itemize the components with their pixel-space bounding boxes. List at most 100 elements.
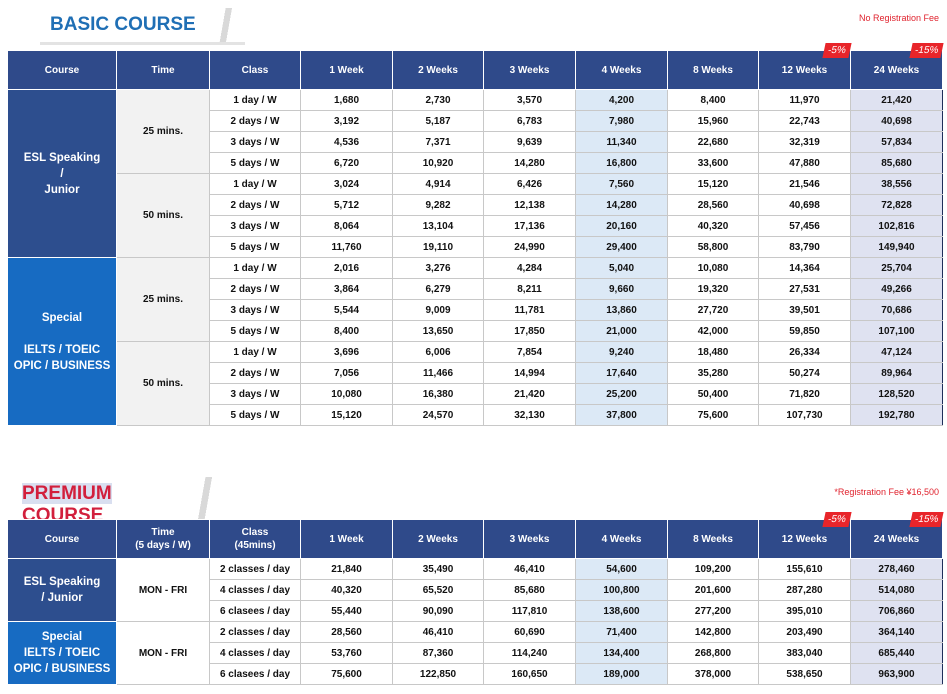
price-cell: 70,686 (850, 299, 943, 321)
price-row: Special IELTS / TOEIC OPIC / BUSINESS MON -… (7, 621, 943, 685)
price-cell: 13,650 (392, 320, 484, 342)
price-cell: 27,720 (667, 299, 759, 321)
class-cell: 5 days / W (209, 320, 301, 342)
price-cell: 65,520 (392, 579, 484, 601)
header-cell: 12 Weeks -5% (758, 512, 852, 559)
price-cell: 83,790 (758, 236, 851, 258)
price-cell: 3,864 (300, 278, 393, 300)
text-line: / (60, 167, 64, 180)
course-cell: Special IELTS / TOEIC OPIC / BUSINESS (7, 621, 117, 685)
price-cell: 24,990 (483, 236, 576, 258)
time-cell: 25 mins. (116, 257, 210, 342)
price-cell: 107,100 (850, 320, 943, 342)
header-cell: Course (7, 50, 117, 90)
time-cell: 50 mins. (116, 341, 210, 426)
price-cell: 117,810 (483, 600, 576, 622)
class-cell: 3 days / W (209, 131, 301, 153)
header-cell: 24 Weeks -15% (850, 43, 944, 90)
price-cell: 46,410 (392, 621, 484, 643)
price-cell: 9,639 (483, 131, 576, 153)
price-cell: 538,650 (758, 663, 851, 685)
discount-badge: -15% (909, 43, 944, 58)
class-cell: 1 day / W (209, 257, 301, 279)
text-line: / Junior (41, 592, 83, 604)
price-cell: 22,680 (667, 131, 759, 153)
price-cell: 3,192 (300, 110, 393, 132)
price-cell: 50,400 (667, 383, 759, 405)
class-cell: 1 day / W (209, 173, 301, 195)
price-cell: 28,560 (667, 194, 759, 216)
title-highlight: PREMIUM (22, 483, 112, 504)
price-cell: 287,280 (758, 579, 851, 601)
price-cell: 49,266 (850, 278, 943, 300)
header-cell: 2 Weeks (392, 519, 484, 559)
header-cell: 1 Week (300, 519, 393, 559)
price-cell: 60,690 (483, 621, 576, 643)
price-cell: 7,371 (392, 131, 484, 153)
price-row: 5 days / W 6,720 10,920 14,280 16,800 33,600 4… (8, 152, 943, 174)
price-cell: 685,440 (850, 642, 943, 664)
price-cell: 706,860 (850, 600, 943, 622)
class-cell: 4 classes / day (209, 642, 301, 664)
price-cell: 40,320 (667, 215, 759, 237)
price-cell: 2,730 (392, 89, 484, 111)
price-row: 6 clasees / day 75,600 122,850 160,650 189,0… (8, 663, 943, 685)
price-cell: 11,760 (300, 236, 393, 258)
price-cell: 15,120 (667, 173, 759, 195)
price-cell: 29,400 (575, 236, 668, 258)
price-cell: 11,340 (575, 131, 668, 153)
header-cell: 1 Week (300, 50, 393, 90)
price-cell: 21,840 (300, 558, 393, 580)
price-cell: 6,783 (483, 110, 576, 132)
header-cell: Time (116, 50, 210, 90)
text-line: ESL Speaking (23, 576, 101, 588)
price-cell: 149,940 (850, 236, 943, 258)
price-cell: 22,743 (758, 110, 851, 132)
header-cell: 24 Weeks -15% (850, 512, 944, 559)
price-cell: 15,120 (300, 404, 393, 426)
price-cell: 100,800 (575, 579, 668, 601)
price-cell: 35,280 (667, 362, 759, 384)
price-cell: 12,138 (483, 194, 576, 216)
price-cell: 14,280 (483, 152, 576, 174)
price-cell: 42,000 (667, 320, 759, 342)
price-cell: 102,816 (850, 215, 943, 237)
class-cell: 2 classes / day (209, 621, 301, 643)
price-cell: 32,319 (758, 131, 851, 153)
price-cell: 11,466 (392, 362, 484, 384)
header-cell: 12 Weeks -5% (758, 43, 852, 90)
price-row: 5 days / W 8,400 13,650 17,850 21,000 42,000 5… (8, 320, 943, 342)
price-cell: 155,610 (758, 558, 851, 580)
price-cell: 54,600 (575, 558, 668, 580)
price-cell: 13,104 (392, 215, 484, 237)
header-cell: Course (7, 519, 117, 559)
price-cell: 160,650 (483, 663, 576, 685)
price-cell: 39,501 (758, 299, 851, 321)
price-cell: 963,900 (850, 663, 943, 685)
price-row: 2 days / W 5,712 9,282 12,138 14,280 28,560 40… (8, 194, 943, 216)
price-cell: 277,200 (667, 600, 759, 622)
price-cell: 47,880 (758, 152, 851, 174)
price-cell: 25,200 (575, 383, 668, 405)
price-cell: 9,660 (575, 278, 668, 300)
price-cell: 8,400 (300, 320, 393, 342)
price-cell: 53,760 (300, 642, 393, 664)
price-cell: 5,040 (575, 257, 668, 279)
price-cell: 142,800 (667, 621, 759, 643)
price-cell: 87,360 (392, 642, 484, 664)
price-row: 2 days / W 7,056 11,466 14,994 17,640 35,280 5… (8, 362, 943, 384)
price-cell: 278,460 (850, 558, 943, 580)
price-cell: 59,850 (758, 320, 851, 342)
price-cell: 107,730 (758, 404, 851, 426)
price-cell: 8,211 (483, 278, 576, 300)
price-table: Course Time Class 1 Week 2 Weeks 3 Weeks 4 Wee… (7, 43, 944, 426)
price-cell: 40,698 (850, 110, 943, 132)
price-cell: 32,130 (483, 404, 576, 426)
price-cell: 6,279 (392, 278, 484, 300)
price-cell: 4,284 (483, 257, 576, 279)
price-cell: 9,282 (392, 194, 484, 216)
class-cell: 4 classes / day (209, 579, 301, 601)
price-cell: 395,010 (758, 600, 851, 622)
price-cell: 203,490 (758, 621, 851, 643)
